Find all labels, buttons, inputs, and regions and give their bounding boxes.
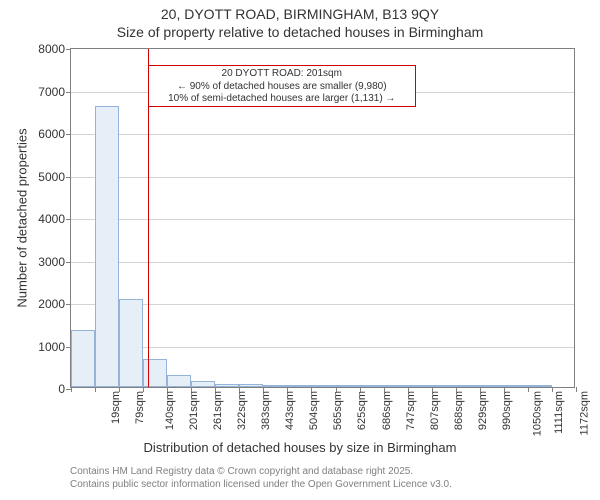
chart-container: 20, DYOTT ROAD, BIRMINGHAM, B13 9QY Size… [0,0,600,500]
gridline [71,347,574,348]
x-tick-label: 929sqm [477,391,489,430]
chart-title-line2: Size of property relative to detached ho… [0,24,600,40]
bar [167,375,191,387]
y-tick-label: 5000 [38,170,65,184]
x-tick-mark [384,387,385,392]
x-tick-mark [552,387,553,392]
bar [504,385,528,387]
y-tick-label: 2000 [38,297,65,311]
x-tick-label: 322sqm [236,391,248,430]
bar [408,385,432,387]
y-tick-mark [66,219,71,220]
bar [95,106,119,387]
bar [528,385,552,387]
x-tick-label: 868sqm [453,391,465,430]
bar [384,385,408,387]
y-tick-mark [66,304,71,305]
bar [432,385,456,387]
annotation-line-1: 20 DYOTT ROAD: 201sqm [153,68,411,81]
y-tick-mark [66,262,71,263]
x-tick-label: 261sqm [212,391,224,430]
x-tick-mark [504,387,505,392]
x-tick-mark [215,387,216,392]
bar [119,299,143,387]
x-tick-mark [287,387,288,392]
x-tick-mark [360,387,361,392]
x-tick-label: 140sqm [164,391,176,430]
x-tick-label: 443sqm [284,391,296,430]
bar [311,385,335,387]
x-tick-mark [239,387,240,392]
y-tick-label: 4000 [38,212,65,226]
footnote: Contains HM Land Registry data © Crown c… [70,466,452,491]
y-tick-label: 3000 [38,255,65,269]
x-tick-mark [311,387,312,392]
y-tick-mark [66,177,71,178]
bar [71,330,95,387]
footnote-line1: Contains HM Land Registry data © Crown c… [70,466,452,479]
x-tick-label: 990sqm [501,391,513,430]
footnote-line2: Contains public sector information licen… [70,479,452,492]
y-tick-mark [66,92,71,93]
x-tick-mark [167,387,168,392]
x-tick-label: 504sqm [309,391,321,430]
bar [480,385,504,387]
x-tick-label: 625sqm [357,391,369,430]
y-axis-label: Number of detached properties [15,128,30,307]
bar [287,385,311,387]
x-tick-mark [71,387,72,392]
x-axis-label: Distribution of detached houses by size … [0,440,600,455]
x-tick-mark [143,387,144,392]
x-tick-label: 686sqm [381,391,393,430]
plot-area: 01000200030004000500060007000800019sqm79… [70,48,575,388]
bar [239,384,263,387]
bar [263,385,287,387]
x-tick-mark [191,387,192,392]
x-tick-mark [408,387,409,392]
bar [336,385,360,387]
x-tick-label: 565sqm [333,391,345,430]
annotation-box: 20 DYOTT ROAD: 201sqm← 90% of detached h… [148,65,416,107]
bar [143,359,167,387]
x-tick-mark [336,387,337,392]
y-tick-label: 1000 [38,340,65,354]
x-tick-mark [456,387,457,392]
x-tick-mark [528,387,529,392]
x-tick-mark [432,387,433,392]
y-tick-label: 6000 [38,127,65,141]
annotation-line-2: ← 90% of detached houses are smaller (9,… [153,81,411,94]
bar [191,381,215,387]
x-tick-label: 807sqm [429,391,441,430]
gridline [71,219,574,220]
chart-title-line1: 20, DYOTT ROAD, BIRMINGHAM, B13 9QY [0,6,600,22]
x-tick-label: 1111sqm [553,391,565,434]
y-tick-label: 7000 [38,85,65,99]
x-tick-label: 79sqm [134,391,146,424]
gridline [71,134,574,135]
x-tick-label: 1050sqm [531,391,543,436]
bar [215,384,239,387]
y-tick-mark [66,49,71,50]
x-tick-label: 383sqm [260,391,272,430]
gridline [71,262,574,263]
x-tick-label: 201sqm [188,391,200,430]
gridline [71,177,574,178]
y-tick-mark [66,134,71,135]
x-tick-label: 1172sqm [578,391,590,435]
y-tick-label: 8000 [38,42,65,56]
y-tick-label: 0 [58,382,65,396]
bar [456,385,480,387]
x-tick-label: 19sqm [110,391,122,424]
x-tick-mark [263,387,264,392]
x-tick-label: 747sqm [405,391,417,430]
x-tick-mark [95,387,96,392]
gridline [71,304,574,305]
x-tick-mark [119,387,120,392]
annotation-line-3: 10% of semi-detached houses are larger (… [153,93,411,106]
bar [360,385,384,387]
x-tick-mark [576,387,577,392]
x-tick-mark [480,387,481,392]
